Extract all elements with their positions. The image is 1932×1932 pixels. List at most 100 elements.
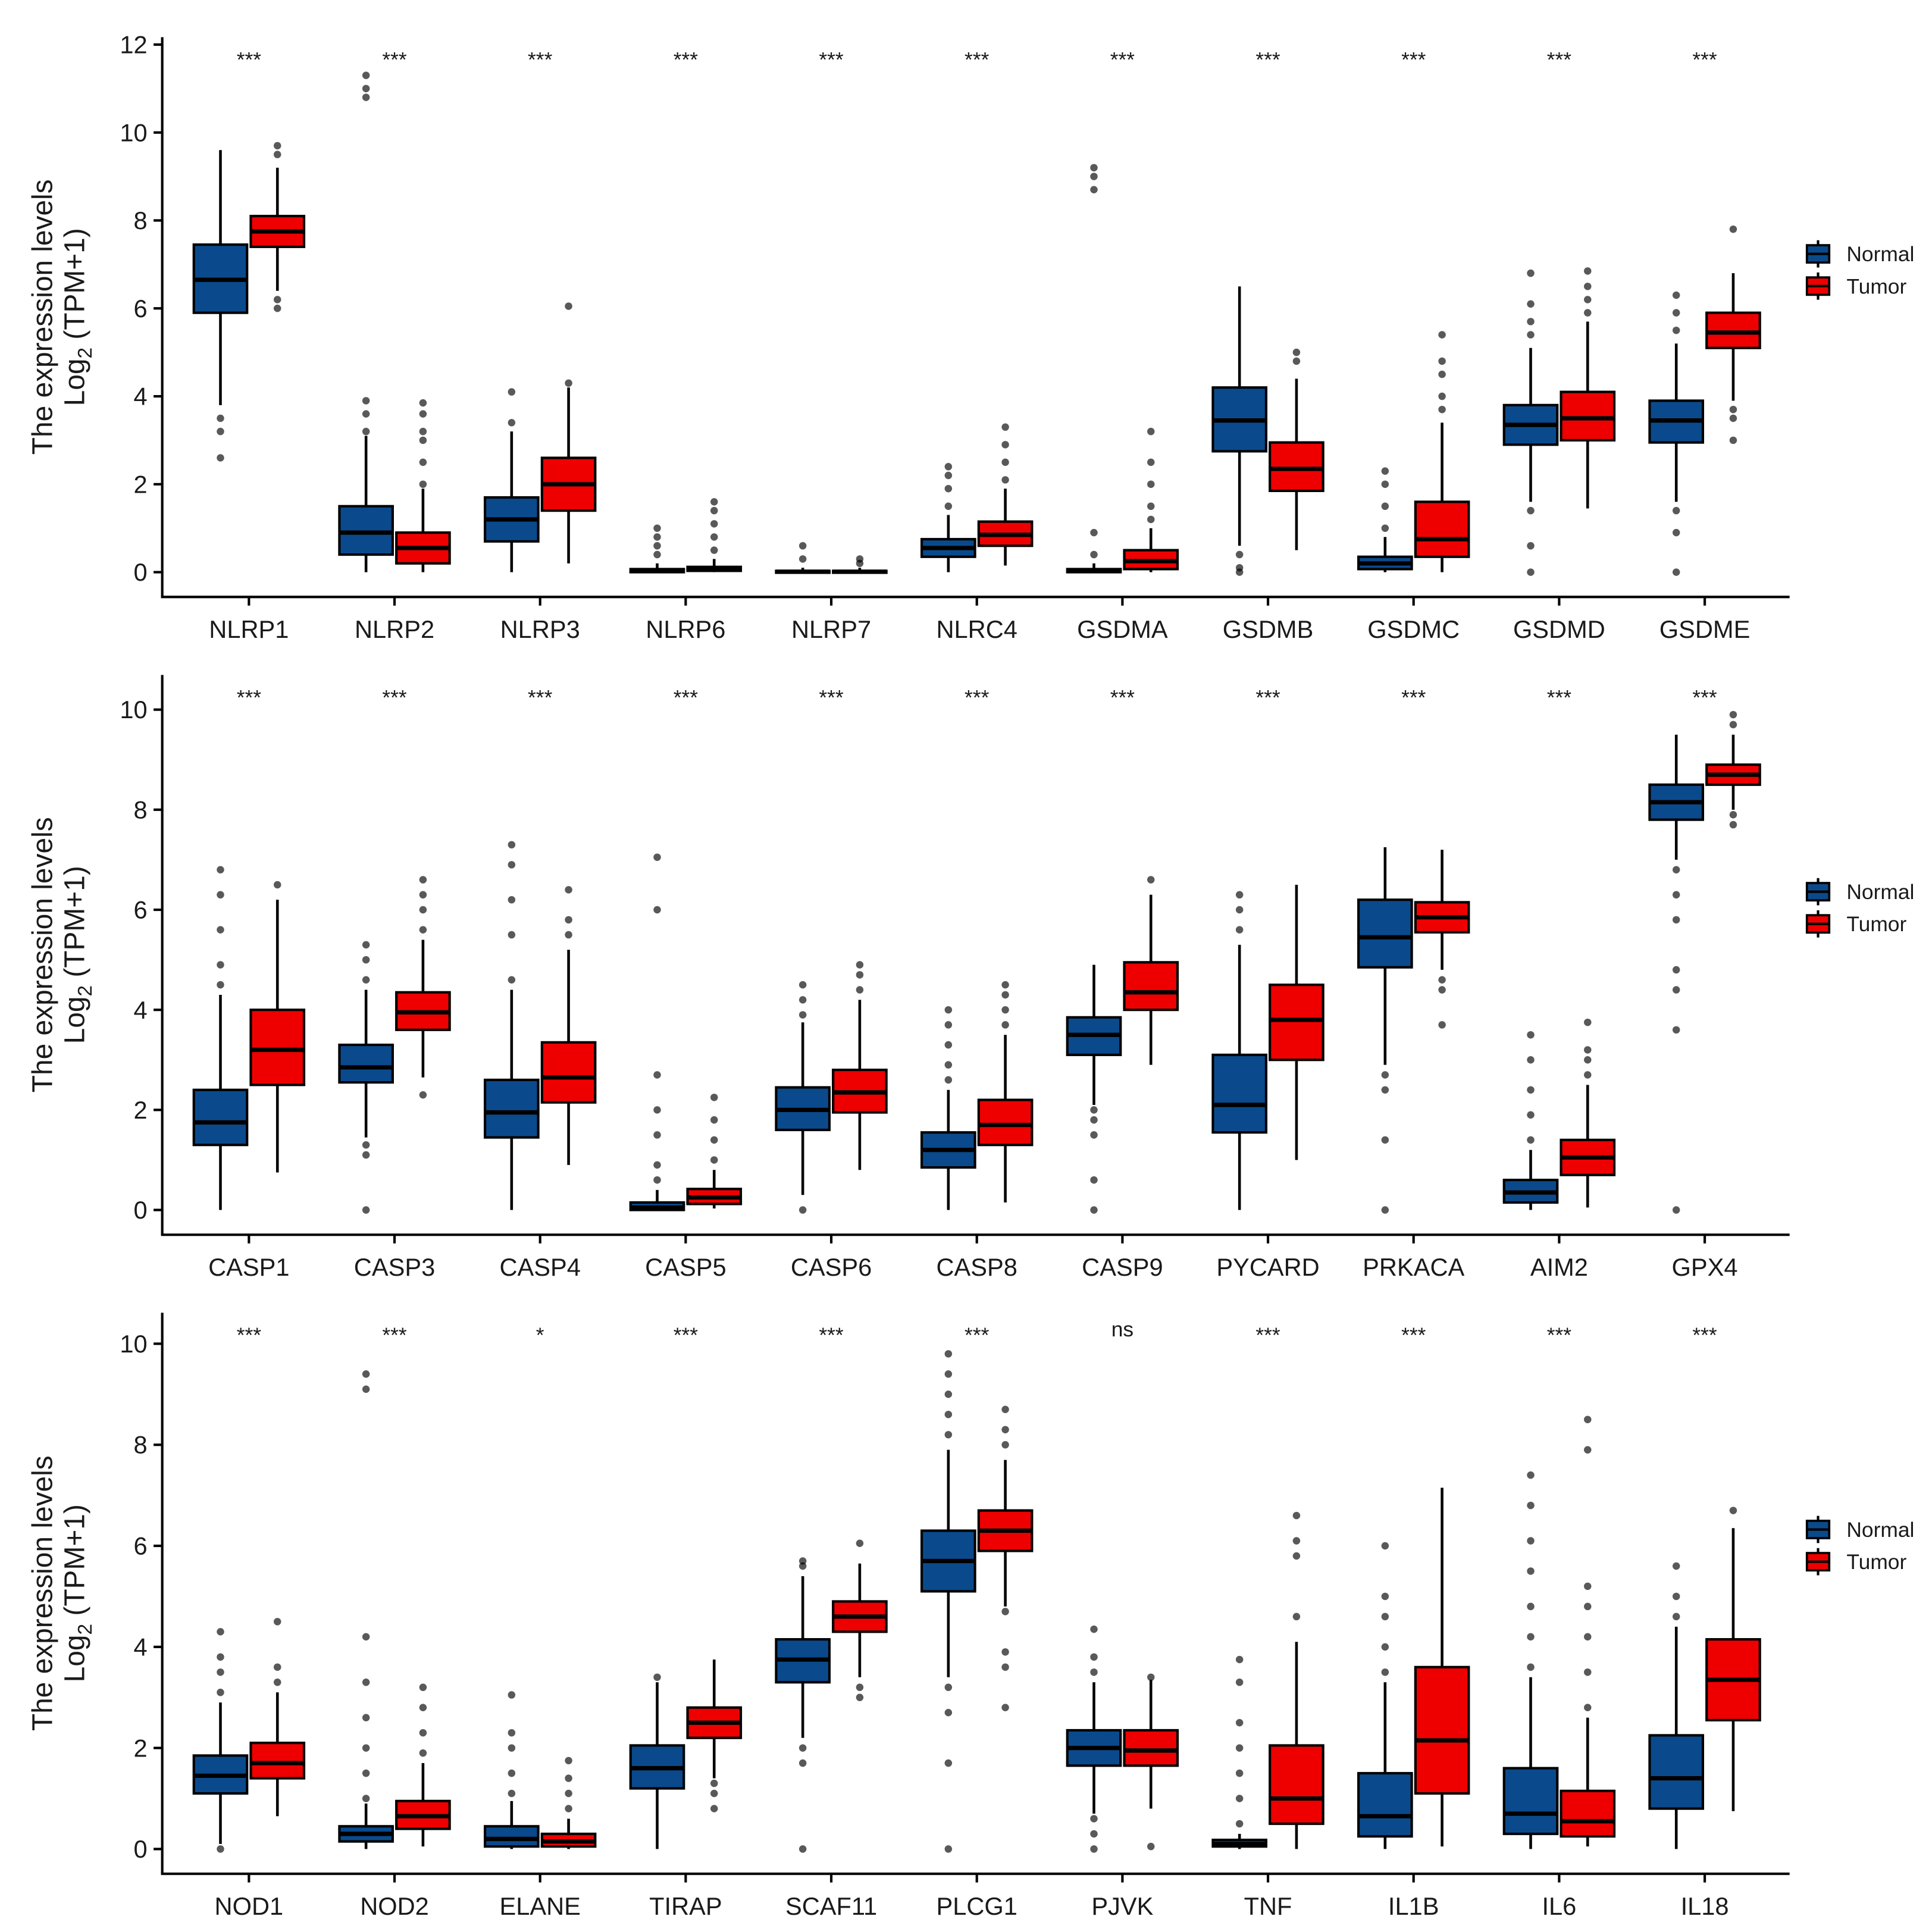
x-tick-label: IL18 [1681, 1892, 1729, 1920]
outlier-point [565, 1805, 572, 1812]
outlier-point [710, 533, 718, 541]
outlier-point [508, 1769, 516, 1777]
x-tick-label: NLRP1 [209, 615, 289, 643]
outlier-point [710, 506, 718, 515]
box-normal [1211, 891, 1268, 1210]
outlier-point [1381, 1136, 1389, 1144]
box-normal [1502, 1471, 1559, 1849]
y-tick-label: 12 [120, 31, 147, 59]
significance-label: *** [1401, 48, 1426, 71]
box-iqr [540, 1041, 597, 1104]
outlier-point [362, 93, 370, 101]
x-tick-label: GSDMD [1513, 615, 1605, 643]
significance-label: *** [1547, 686, 1572, 709]
outlier-point [944, 1430, 953, 1439]
x-tick-label: TIRAP [649, 1892, 722, 1920]
box-iqr [1269, 441, 1324, 492]
outlier-point [1381, 467, 1389, 475]
x-tick-label: NLRP3 [500, 615, 580, 643]
outlier-point [1527, 1136, 1535, 1144]
y-tick-label: 2 [134, 470, 148, 498]
outlier-point [944, 1759, 953, 1767]
outlier-point [1292, 1537, 1301, 1545]
significance-label: *** [528, 686, 553, 709]
significance-label: *** [674, 48, 699, 71]
box-normal [192, 866, 249, 1210]
outlier-point [362, 397, 370, 405]
outlier-point [856, 555, 864, 563]
box-tumor [1414, 331, 1470, 572]
box-tumor [1123, 1673, 1179, 1850]
outlier-point [1147, 1673, 1155, 1682]
outlier-point [653, 524, 661, 532]
box-iqr [1560, 1789, 1616, 1838]
x-tick-label: CASP4 [499, 1253, 580, 1281]
outlier-point [362, 427, 370, 436]
outlier-point [362, 1385, 370, 1394]
box-iqr [1123, 1729, 1179, 1767]
outlier-point [856, 1693, 864, 1702]
outlier-point [1672, 1592, 1680, 1601]
outlier-point [1729, 226, 1737, 233]
outlier-point [1527, 506, 1535, 515]
outlier-point [1381, 1592, 1389, 1601]
box-iqr [338, 1043, 394, 1084]
outlier-point [362, 84, 370, 93]
outlier-point [1672, 291, 1680, 299]
outlier-point [419, 1704, 427, 1712]
outlier-point [1672, 1562, 1680, 1570]
outlier-point [856, 1539, 864, 1548]
box-tumor [1123, 427, 1179, 572]
legend-item-tumor: Tumor [1805, 1548, 1906, 1576]
outlier-point [1729, 721, 1737, 729]
significance-label: *** [674, 1324, 699, 1347]
legend-item-normal: Normal [1805, 1515, 1914, 1543]
outlier-point [508, 419, 516, 427]
outlier-point [1584, 1056, 1592, 1064]
y-tick-label: 0 [134, 1835, 148, 1863]
x-tick-label: SCAF11 [785, 1892, 877, 1920]
outlier-point [1090, 550, 1098, 559]
significance-label: *** [1255, 1324, 1280, 1347]
outlier-point [1381, 524, 1389, 532]
outlier-point [710, 1116, 718, 1124]
outlier-point [1729, 436, 1737, 444]
outlier-point [1584, 1446, 1592, 1454]
y-axis-title-line2: Log2 (TPM+1) [60, 1504, 96, 1682]
box-iqr [192, 1088, 249, 1147]
box-tumor [1123, 876, 1179, 1065]
box-normal [483, 841, 540, 1210]
x-tick-label: CASP6 [791, 1253, 872, 1281]
outlier-point [1292, 348, 1301, 356]
outlier-point [1438, 392, 1446, 400]
outlier-point [1235, 550, 1244, 559]
outlier-point [944, 463, 953, 471]
outlier-point [1438, 986, 1446, 994]
outlier-point [1381, 1086, 1389, 1094]
significance-label: *** [1401, 1324, 1426, 1347]
box-normal [1648, 734, 1705, 1214]
box-normal [1357, 1542, 1413, 1849]
outlier-point [1527, 1633, 1535, 1641]
outlier-point [217, 926, 224, 934]
x-tick-label: NLRP7 [791, 615, 871, 643]
y-tick-label: 8 [134, 796, 148, 823]
box-tumor [1269, 884, 1324, 1160]
outlier-point [1001, 476, 1009, 484]
x-tick-label: NOD2 [360, 1892, 429, 1920]
outlier-point [944, 1021, 953, 1029]
box-iqr [483, 1825, 540, 1848]
outlier-point [1090, 1668, 1098, 1676]
outlier-point [362, 1370, 370, 1378]
outlier-point [944, 1410, 953, 1419]
x-tick-label: GPX4 [1672, 1253, 1738, 1281]
box-tumor [1560, 267, 1616, 509]
outlier-point [710, 520, 718, 528]
outlier-point [1235, 1769, 1244, 1777]
outlier-point [944, 1683, 953, 1692]
outlier-point [1147, 502, 1155, 511]
outlier-point [508, 841, 516, 848]
legend-label: Tumor [1846, 275, 1906, 298]
legend-label: Tumor [1846, 1551, 1906, 1574]
box-normal [1066, 164, 1122, 574]
